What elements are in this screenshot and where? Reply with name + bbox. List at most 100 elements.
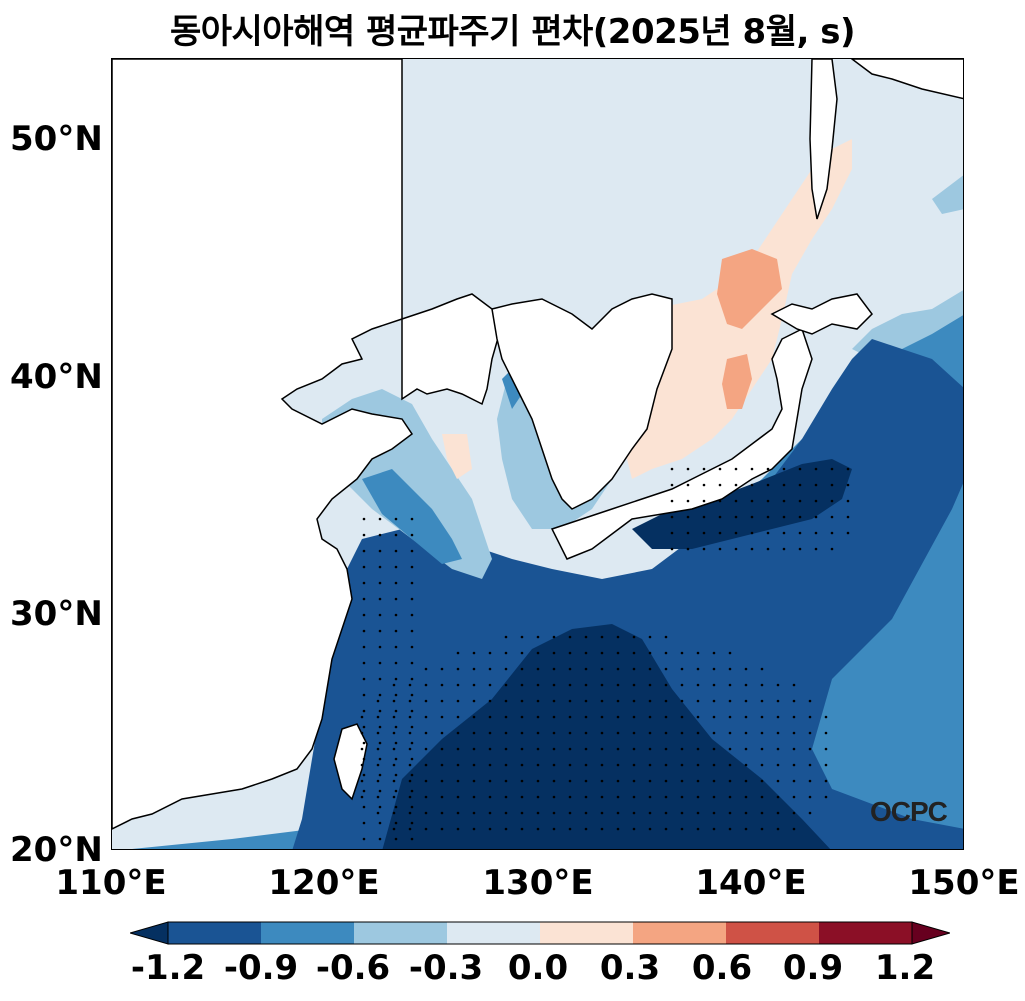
stipple-dot xyxy=(792,683,796,687)
stipple-dot xyxy=(568,731,572,735)
stipple-dot xyxy=(410,837,414,841)
stipple-dot xyxy=(568,651,572,655)
stipple-dot xyxy=(440,795,444,799)
stipple-dot xyxy=(394,837,398,841)
stipple-dot xyxy=(440,747,444,751)
stipple-dot xyxy=(410,757,414,761)
stipple-dot xyxy=(584,795,588,799)
colorbar-tick-label: -1.2 xyxy=(130,948,206,988)
stipple-dot xyxy=(456,715,460,719)
stipple-dot xyxy=(600,635,604,639)
stipple-dot xyxy=(808,795,812,799)
stipple-dot xyxy=(664,795,668,799)
stipple-dot xyxy=(670,467,674,471)
stipple-dot xyxy=(766,531,770,535)
stipple-dot xyxy=(552,827,556,831)
stipple-dot xyxy=(392,699,396,703)
stipple-dot xyxy=(378,533,382,537)
stipple-dot xyxy=(728,795,732,799)
stipple-dot xyxy=(814,483,818,487)
stipple-dot xyxy=(728,651,732,655)
stipple-dot xyxy=(456,763,460,767)
stipple-dot xyxy=(568,683,572,687)
stipple-dot xyxy=(686,547,690,551)
stipple-dot xyxy=(712,715,716,719)
colorbar-tick-label: -0.3 xyxy=(408,948,484,988)
stipple-dot xyxy=(536,667,540,671)
stipple-dot xyxy=(664,635,668,639)
stipple-dot xyxy=(750,515,754,519)
stipple-dot xyxy=(424,811,428,815)
stipple-dot xyxy=(718,515,722,519)
stipple-dot xyxy=(394,661,398,665)
stipple-dot xyxy=(744,747,748,751)
stipple-dot xyxy=(680,811,684,815)
stipple-dot xyxy=(600,763,604,767)
stipple-dot xyxy=(568,699,572,703)
stipple-dot xyxy=(392,683,396,687)
stipple-dot xyxy=(808,747,812,751)
stipple-dot xyxy=(846,531,850,535)
stipple-dot xyxy=(568,635,572,639)
stipple-dot xyxy=(728,827,732,831)
land-japan-main xyxy=(550,327,813,560)
stipple-dot xyxy=(776,811,780,815)
stipple-dot xyxy=(360,763,364,767)
stipple-dot xyxy=(378,549,382,553)
stipple-dot xyxy=(728,715,732,719)
stipple-dot xyxy=(760,683,764,687)
stipple-dot xyxy=(616,779,620,783)
stipple-dot xyxy=(632,811,636,815)
stipple-dot xyxy=(766,499,770,503)
stipple-dot xyxy=(616,699,620,703)
stipple-dot xyxy=(488,795,492,799)
land-hokkaido xyxy=(770,293,873,335)
stipple-dot xyxy=(360,747,364,751)
colorbar-tick-label: 0.3 xyxy=(599,948,661,988)
stipple-dot xyxy=(378,581,382,585)
stipple-dot xyxy=(378,629,382,633)
stipple-dot xyxy=(792,731,796,735)
stipple-dot xyxy=(378,741,382,745)
stipple-dot xyxy=(360,731,364,735)
stipple-dot xyxy=(488,731,492,735)
stipple-dot xyxy=(760,795,764,799)
stipple-dot xyxy=(776,747,780,751)
stipple-dot xyxy=(410,725,414,729)
stipple-dot xyxy=(410,565,414,569)
stipple-dot xyxy=(734,467,738,471)
stipple-dot xyxy=(456,683,460,687)
stipple-dot xyxy=(728,811,732,815)
stipple-dot xyxy=(808,763,812,767)
colorbar-tick-label: -0.9 xyxy=(223,948,299,988)
stipple-dot xyxy=(728,779,732,783)
contour-yellow-sea-warm xyxy=(442,434,472,479)
stipple-dot xyxy=(670,499,674,503)
stipple-dot xyxy=(670,515,674,519)
colorbar-tick-label: 0.9 xyxy=(782,948,844,988)
stipple-dot xyxy=(584,683,588,687)
stipple-dot xyxy=(584,651,588,655)
stipple-dot xyxy=(424,715,428,719)
stipple-dot xyxy=(712,667,716,671)
stipple-dot xyxy=(424,827,428,831)
colorbar-bar xyxy=(128,921,952,945)
lon-label-150: 150°E xyxy=(908,863,1020,903)
stipple-dot xyxy=(712,747,716,751)
stipple-dot xyxy=(392,811,396,815)
stipple-dot xyxy=(696,763,700,767)
stipple-dot xyxy=(536,779,540,783)
stipple-dot xyxy=(632,715,636,719)
stipple-dot xyxy=(814,467,818,471)
stipple-dot xyxy=(520,699,524,703)
stipple-dot xyxy=(584,699,588,703)
stipple-dot xyxy=(504,699,508,703)
stipple-dot xyxy=(792,763,796,767)
stipple-dot xyxy=(410,597,414,601)
stipple-dot xyxy=(600,795,604,799)
stipple-dot xyxy=(824,763,828,767)
stipple-dot xyxy=(552,651,556,655)
stipple-dot xyxy=(362,709,366,713)
stipple-dot xyxy=(456,811,460,815)
stipple-dot xyxy=(696,779,700,783)
